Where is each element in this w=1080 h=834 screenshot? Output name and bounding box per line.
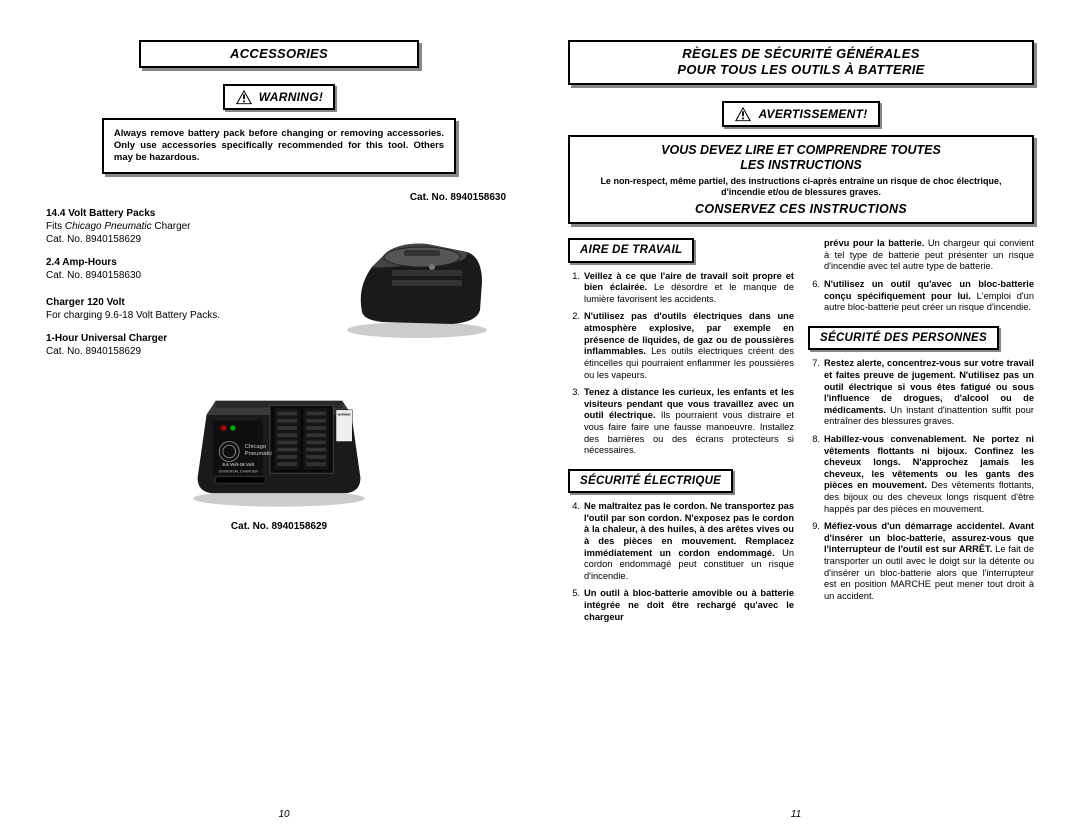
sec-elec: SÉCURITÉ ÉLECTRIQUE (568, 469, 733, 493)
battery-svg (332, 222, 502, 342)
svg-text:WARNING: WARNING (338, 412, 351, 416)
rules-title-l2: POUR TOUS LES OUTILS À BATTERIE (576, 62, 1026, 78)
avert-box: AVERTISSEMENT! (722, 101, 879, 127)
keep: CONSERVEZ CES INSTRUCTIONS (580, 202, 1022, 216)
list-item: 9.Méfiez-vous d'un démarrage accidentel.… (808, 521, 1034, 602)
list-item: 1.Veillez à ce que l'aire de travail soi… (568, 271, 794, 306)
list-item: 7.Restez alerte, concentrez-vous sur vot… (808, 358, 1034, 428)
read-l1: VOUS DEVEZ LIRE ET COMPRENDRE TOUTES (580, 143, 1022, 159)
charger-caption: Cat. No. 8940158629 (46, 521, 512, 532)
avert-icon (734, 106, 752, 122)
univ-title: 1-Hour Universal Charger (46, 333, 167, 344)
rules-header: RÈGLES DE SÉCURITÉ GÉNÉRALES POUR TOUS L… (568, 40, 1034, 85)
list-item: 4.Ne maltraitez pas le cordon. Ne transp… (568, 501, 794, 582)
charger-volts-text: 9.6 Volt-18 Volt (222, 462, 254, 467)
avert-label: AVERTISSEMENT! (758, 107, 867, 121)
battery-fits: Fits (46, 221, 65, 232)
col-right: prévu pour la batterie. Un chargeur qui … (808, 238, 1034, 629)
list-item: 8.Habillez-vous convenablement. Ne porte… (808, 434, 1034, 515)
battery-title: 14.4 Volt Battery Packs (46, 208, 155, 219)
item5-cont: prévu pour la batterie. Un chargeur qui … (808, 238, 1034, 273)
amp-title: 2.4 Amp-Hours (46, 257, 117, 268)
page-num-left: 10 (28, 809, 540, 820)
warning-text-box: Always remove battery pack before changi… (102, 118, 456, 174)
univ-cat: Cat. No. 8940158629 (46, 345, 310, 358)
warning-label: WARNING! (259, 90, 323, 104)
charger-univ-text: UNIVERSAL CHARGER (219, 469, 259, 473)
warning-wrap: WARNING! (46, 78, 512, 118)
sec-pers: SÉCURITÉ DES PERSONNES (808, 326, 999, 350)
page-num-right: 11 (540, 809, 1052, 820)
rules-title-l1: RÈGLES DE SÉCURITÉ GÉNÉRALES (576, 46, 1026, 62)
read-box: VOUS DEVEZ LIRE ET COMPRENDRE TOUTES LES… (568, 135, 1034, 225)
charger-brand2-text: Pneumatic (245, 451, 273, 457)
warning-box: WARNING! (223, 84, 335, 110)
read-sub: Le non-respect, même partiel, des instru… (580, 176, 1022, 199)
col-left: AIRE DE TRAVAIL 1.Veillez à ce que l'air… (568, 238, 794, 629)
charger-line: For charging 9.6-18 Volt Battery Packs. (46, 309, 310, 322)
page-right: RÈGLES DE SÉCURITÉ GÉNÉRALES POUR TOUS L… (540, 40, 1052, 814)
page-left: ACCESSORIES WARNING! Always remove batte… (28, 40, 540, 814)
sec-aire: AIRE DE TRAVAIL (568, 238, 694, 262)
charger-title: Charger 120 Volt (46, 297, 125, 308)
charger-svg: WARNING Chicago Pneumatic 9.6 Volt-18 Vo… (184, 362, 374, 512)
accessories-header: ACCESSORIES (139, 40, 419, 68)
cat-no-top: Cat. No. 8940158630 (46, 192, 506, 203)
accessories-title: ACCESSORIES (147, 46, 411, 62)
charger-image-wrap: WARNING Chicago Pneumatic 9.6 Volt-18 Vo… (46, 362, 512, 532)
list-item: 6.N'utilisez un outil qu'avec un bloc-ba… (808, 279, 1034, 314)
battery-row: 14.4 Volt Battery Packs Fits Chicago Pne… (46, 207, 512, 358)
rules-columns: AIRE DE TRAVAIL 1.Veillez à ce que l'air… (568, 238, 1034, 629)
charger-brand1-text: Chicago (245, 444, 267, 450)
list-item: 3.Tenez à distance les curieux, les enfa… (568, 387, 794, 457)
battery-cat: Cat. No. 8940158629 (46, 233, 310, 246)
battery-brand: Chicago Pneumatic (65, 221, 152, 232)
read-l2: LES INSTRUCTIONS (580, 158, 1022, 174)
warning-icon (235, 89, 253, 105)
list-item: 5.Un outil à bloc-batterie amovible ou à… (568, 588, 794, 623)
battery-text: 14.4 Volt Battery Packs Fits Chicago Pne… (46, 207, 310, 358)
battery-charger-word: Charger (152, 221, 191, 232)
avert-wrap: AVERTISSEMENT! (568, 95, 1034, 135)
battery-image (322, 207, 512, 358)
amp-cat: Cat. No. 8940158630 (46, 269, 310, 282)
list-item: 2.N'utilisez pas d'outils électriques da… (568, 311, 794, 381)
